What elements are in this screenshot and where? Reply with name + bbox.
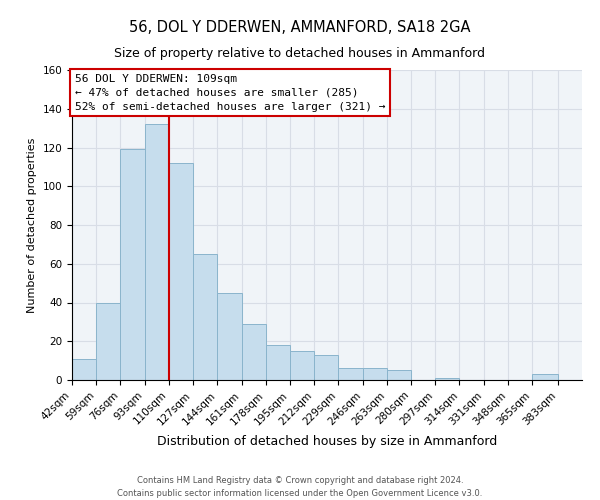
Bar [193,254,217,380]
Bar [266,345,290,380]
Bar [96,302,121,380]
Bar [362,368,387,380]
Y-axis label: Number of detached properties: Number of detached properties [27,138,37,312]
Bar [338,368,362,380]
X-axis label: Distribution of detached houses by size in Ammanford: Distribution of detached houses by size … [157,435,497,448]
Bar [169,163,193,380]
Bar [242,324,266,380]
Text: 56 DOL Y DDERWEN: 109sqm
← 47% of detached houses are smaller (285)
52% of semi-: 56 DOL Y DDERWEN: 109sqm ← 47% of detach… [75,74,385,112]
Bar [145,124,169,380]
Bar [387,370,411,380]
Bar [532,374,558,380]
Text: 56, DOL Y DDERWEN, AMMANFORD, SA18 2GA: 56, DOL Y DDERWEN, AMMANFORD, SA18 2GA [129,20,471,35]
Bar [72,358,96,380]
Bar [217,293,242,380]
Text: Contains HM Land Registry data © Crown copyright and database right 2024.
Contai: Contains HM Land Registry data © Crown c… [118,476,482,498]
Bar [314,355,338,380]
Text: Size of property relative to detached houses in Ammanford: Size of property relative to detached ho… [115,48,485,60]
Bar [121,150,145,380]
Bar [290,351,314,380]
Bar [435,378,460,380]
